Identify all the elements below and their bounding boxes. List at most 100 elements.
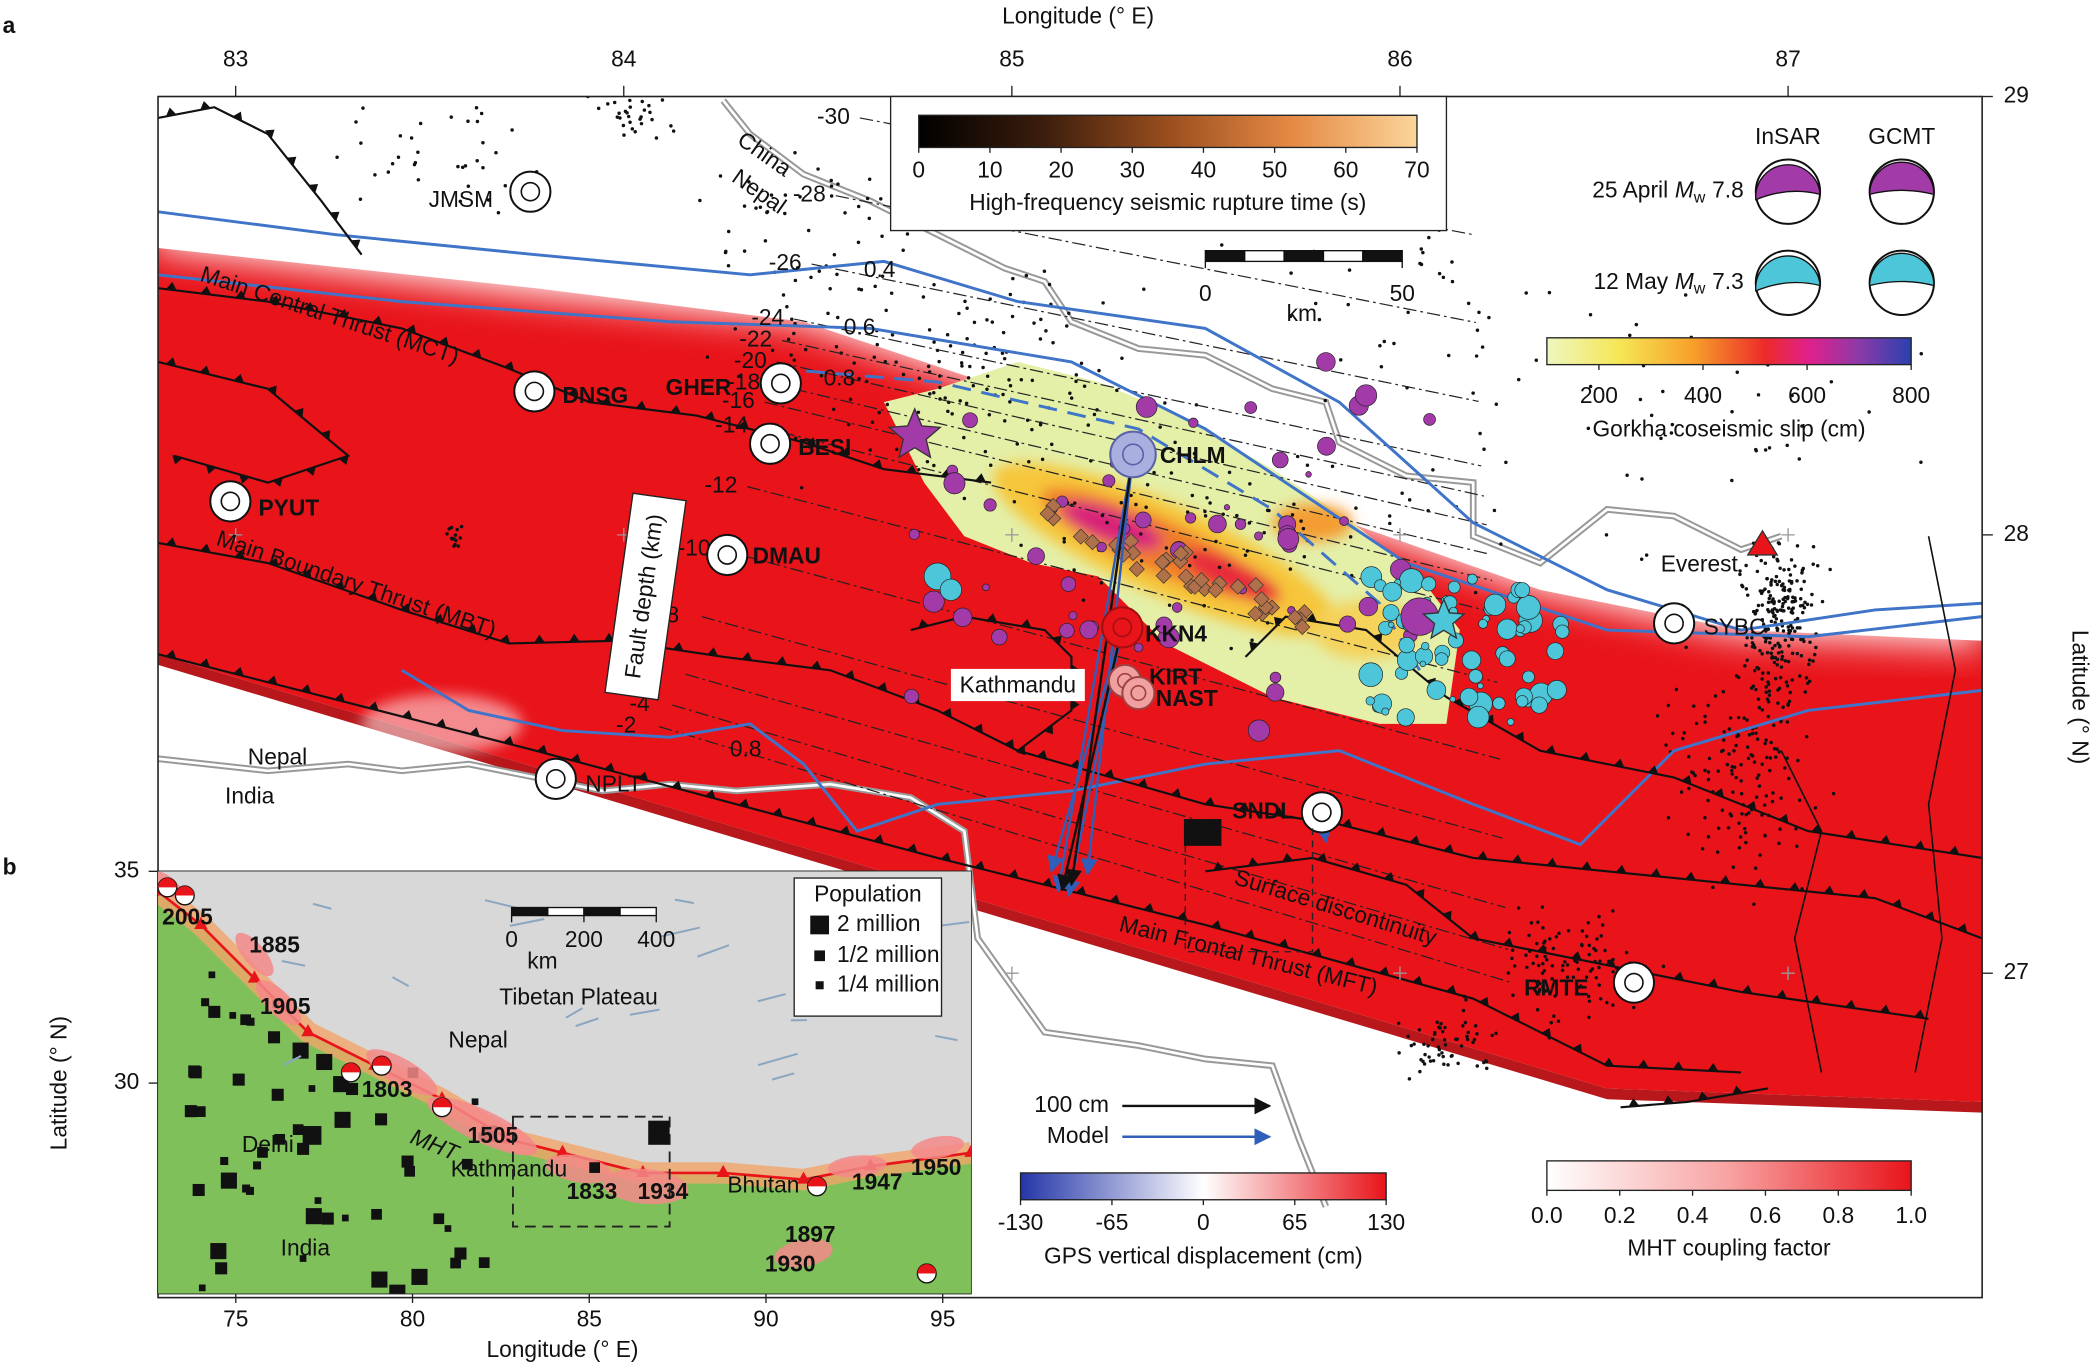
seismicity-dot (1382, 339, 1387, 344)
fault-tooth (738, 798, 750, 808)
seismicity-dot (1736, 715, 1741, 720)
lat-axis-title: Latitude (° N) (2068, 630, 2094, 764)
seismicity-dot (1576, 967, 1581, 971)
seismicity-dot (1548, 937, 1552, 941)
seismicity-dot (1441, 1054, 1445, 1059)
seismicity-dot (1586, 426, 1591, 431)
aftershock (1506, 718, 1515, 726)
seismicity-dot (669, 124, 673, 128)
seismicity-dot (932, 283, 936, 287)
seismicity-dot (926, 364, 931, 369)
seismicity-dot (1461, 1008, 1466, 1013)
station-label: PYUT (258, 494, 319, 520)
seismicity-dot (1774, 617, 1779, 621)
fault-tooth (320, 430, 331, 440)
seismicity-dot (1768, 636, 1773, 640)
seismicity-dot (1814, 645, 1818, 650)
seismicity-dot (1703, 768, 1707, 773)
seismicity-dot (1044, 329, 1048, 333)
seismicity-dot (781, 293, 786, 297)
seismicity-dot (617, 111, 621, 115)
colorbar-tick-label: 600 (1788, 382, 1826, 408)
slip-diamond (1247, 577, 1264, 594)
seismicity-dot (1644, 553, 1649, 557)
seismicity-dot (1770, 578, 1774, 582)
seismicity-dot (1786, 606, 1791, 610)
population-square (375, 1113, 388, 1126)
seismicity-dot (1392, 341, 1396, 346)
seismicity-dot (1227, 563, 1232, 567)
seismicity-dot (843, 211, 847, 215)
seismicity-dot (1471, 1040, 1475, 1045)
seismicity-dot (1664, 743, 1668, 747)
fault-tooth (1282, 853, 1294, 862)
seismicity-dot (1754, 447, 1758, 452)
population-square (184, 1105, 197, 1118)
panel-a-outline (512, 1115, 671, 1228)
legend-entry: 1/4 million (837, 970, 939, 996)
lon-tick-label: 85 (999, 45, 1024, 71)
fault-tooth (337, 308, 349, 318)
earthquake-year: 1905 (260, 993, 311, 1019)
seismicity-dot (1738, 835, 1743, 839)
seismicity-dot (985, 374, 990, 378)
seismicity-dot (1250, 638, 1254, 642)
seismicity-dot (1119, 500, 1124, 505)
seismicity-dot (1775, 582, 1779, 587)
lat-axis-title: Latitude (° N) (45, 1016, 71, 1150)
seismicity-dot (630, 127, 635, 131)
fault-tooth (264, 129, 275, 139)
seismicity-dot (1346, 302, 1350, 307)
seismicity-dot (724, 249, 728, 254)
seismicity-dot (459, 524, 464, 529)
seismicity-dot (449, 525, 454, 530)
scale-unit: km (1287, 300, 1317, 326)
seismicity-dot (1471, 391, 1475, 395)
seismicity-dot (1396, 1021, 1401, 1026)
seismicity-dot (828, 287, 832, 291)
seismicity-dot (932, 340, 936, 344)
station-label: NAST (1156, 685, 1218, 711)
seismicity-dot (1301, 526, 1306, 531)
seismicity-dot (769, 193, 774, 197)
fault-tooth (308, 184, 319, 194)
seismicity-dot (1738, 572, 1742, 577)
fault-tooth (1070, 759, 1081, 769)
seismicity-dot (1790, 626, 1795, 630)
population-square (208, 971, 216, 979)
aftershock (1096, 541, 1107, 553)
seismicity-dot (990, 320, 995, 324)
seismicity-dot (1073, 501, 1077, 505)
seismicity-dot (1338, 358, 1343, 362)
seismicity-dot (1731, 790, 1735, 794)
fault-tooth (233, 373, 244, 383)
seismicity-dot (865, 196, 870, 201)
graticule-mark (1393, 966, 1407, 980)
seismicity-dot (1475, 328, 1480, 333)
seismicity-dot (1732, 765, 1737, 769)
seismicity-dot (1810, 592, 1814, 597)
colorbar (1019, 1172, 1387, 1201)
seismicity-dot (1203, 509, 1207, 514)
seismicity-dot (1686, 832, 1690, 837)
seismicity-dot (988, 297, 992, 301)
fault-tooth (1213, 861, 1224, 871)
seismicity-dot (1290, 513, 1295, 517)
seismicity-dot (848, 397, 853, 402)
focal-mechanism-fill (1868, 161, 1935, 196)
station (209, 480, 252, 523)
seismicity-dot (798, 195, 802, 199)
lon-tick-label: 87 (1775, 45, 1800, 71)
ref-outline (1184, 828, 1314, 953)
seismicity-dot (1540, 905, 1545, 909)
fault-tooth (1043, 724, 1054, 735)
seismicity-dot (1786, 659, 1791, 664)
seismicity-dot (965, 306, 969, 311)
station-center (520, 181, 541, 202)
seismicity-dot (1115, 388, 1119, 393)
fault-tooth (1238, 802, 1250, 811)
colorbar-tick-label: 0 (912, 157, 925, 183)
seismicity-dot (615, 115, 620, 119)
scale-segment (1244, 250, 1285, 263)
seismicity-dot (1030, 427, 1034, 432)
